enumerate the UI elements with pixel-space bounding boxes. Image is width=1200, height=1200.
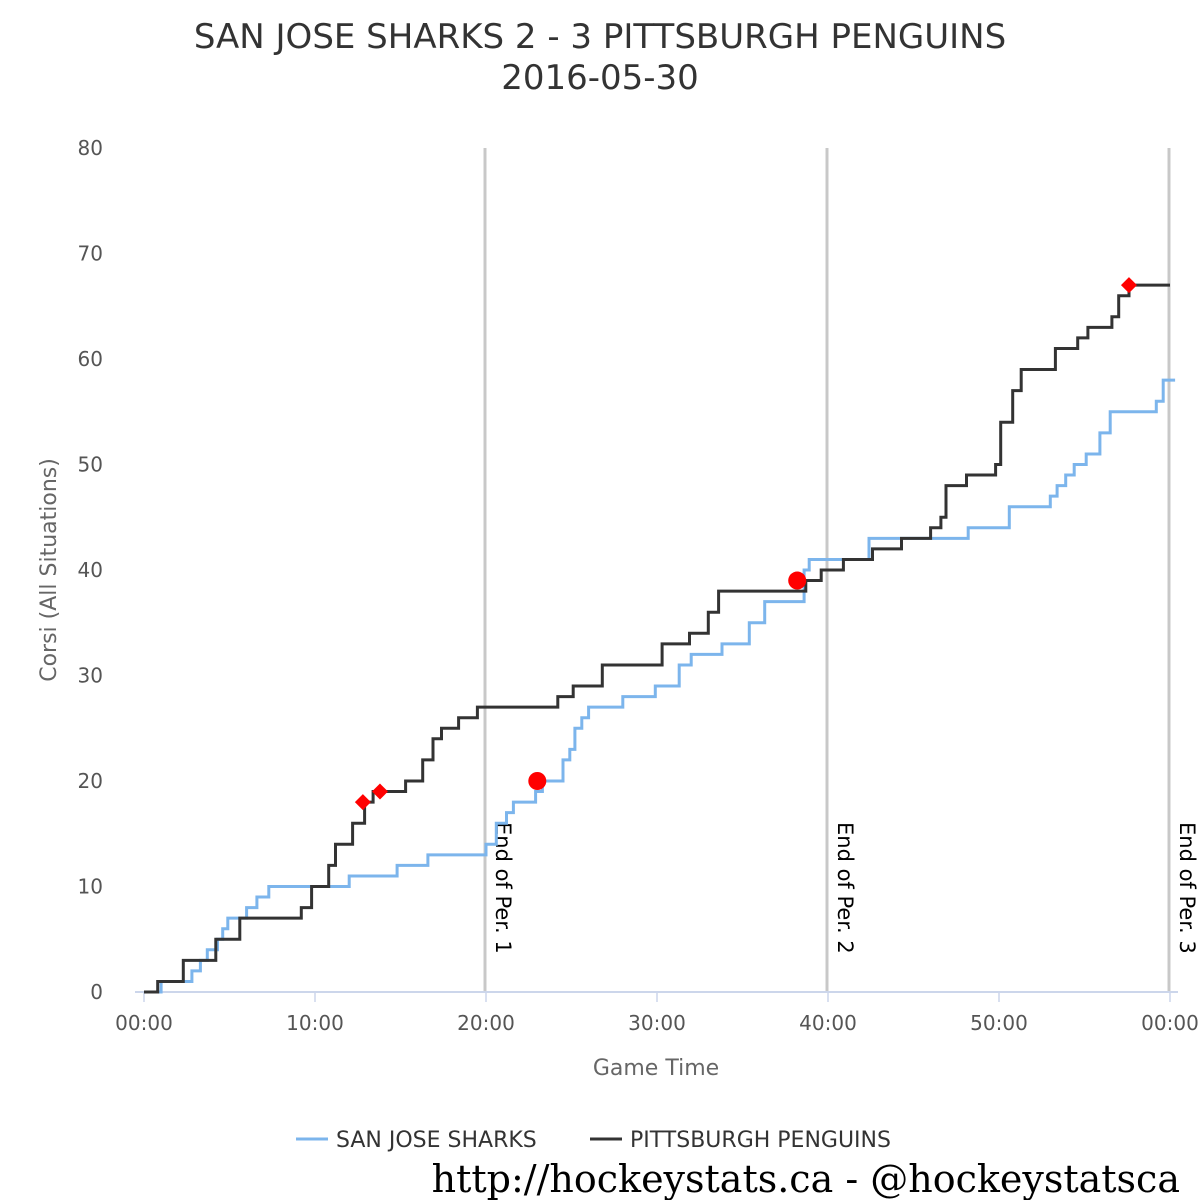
legend[interactable]: SAN JOSE SHARKS PITTSBURGH PENGUINS	[296, 1128, 891, 1153]
period-markers: End of Per. 1 End of Per. 2 End of Per. 3	[483, 148, 1199, 992]
x-tick-label: 50:00	[970, 1011, 1028, 1035]
x-tick-label: 00:00	[115, 1011, 173, 1035]
y-tick-label: 70	[78, 242, 103, 266]
goal-marker[interactable]	[354, 794, 371, 811]
x-axis-title: Game Time	[593, 1056, 719, 1081]
y-tick-label: 80	[78, 136, 103, 160]
y-tick-label: 40	[78, 558, 103, 582]
events-group	[354, 277, 1137, 811]
x-tick-label: 40:00	[799, 1011, 857, 1035]
y-tick-label: 10	[78, 875, 103, 899]
y-tick-label: 50	[78, 453, 103, 477]
x-tick-label: 10:00	[286, 1011, 344, 1035]
series-line	[144, 283, 1170, 994]
legend-item-label[interactable]: SAN JOSE SHARKS	[336, 1128, 537, 1153]
y-tick-label: 30	[78, 664, 103, 688]
x-tick-label: 20:00	[457, 1011, 515, 1035]
y-axis: 0 10 20 30 40 50 60 70 80	[78, 136, 103, 1004]
goal-marker[interactable]	[788, 571, 807, 590]
chart-subtitle: 2016-05-30	[501, 58, 699, 98]
y-axis-title: Corsi (All Situations)	[37, 458, 62, 682]
period-end-label: End of Per. 1	[491, 822, 515, 954]
goal-marker[interactable]	[371, 783, 388, 800]
period-end-label: End of Per. 2	[833, 822, 857, 954]
x-tick-label: 30:00	[628, 1011, 686, 1035]
series-group	[144, 283, 1176, 994]
legend-item-label[interactable]: PITTSBURGH PENGUINS	[630, 1128, 891, 1153]
x-axis: 00:00 10:00 20:00 30:00 40:00 50:00 00:00	[115, 992, 1199, 1035]
y-tick-label: 60	[78, 347, 103, 371]
goal-marker[interactable]	[1120, 277, 1137, 294]
series-line	[144, 378, 1176, 994]
chart-title: SAN JOSE SHARKS 2 - 3 PITTSBURGH PENGUIN…	[194, 17, 1006, 57]
x-tick-label: 00:00	[1141, 1011, 1199, 1035]
footer-credit: http://hockeystats.ca - @hockeystatsca	[432, 1157, 1180, 1200]
period-end-label: End of Per. 3	[1175, 822, 1199, 954]
y-tick-label: 0	[90, 980, 103, 1004]
goal-marker[interactable]	[528, 772, 547, 790]
y-tick-label: 20	[78, 769, 103, 793]
